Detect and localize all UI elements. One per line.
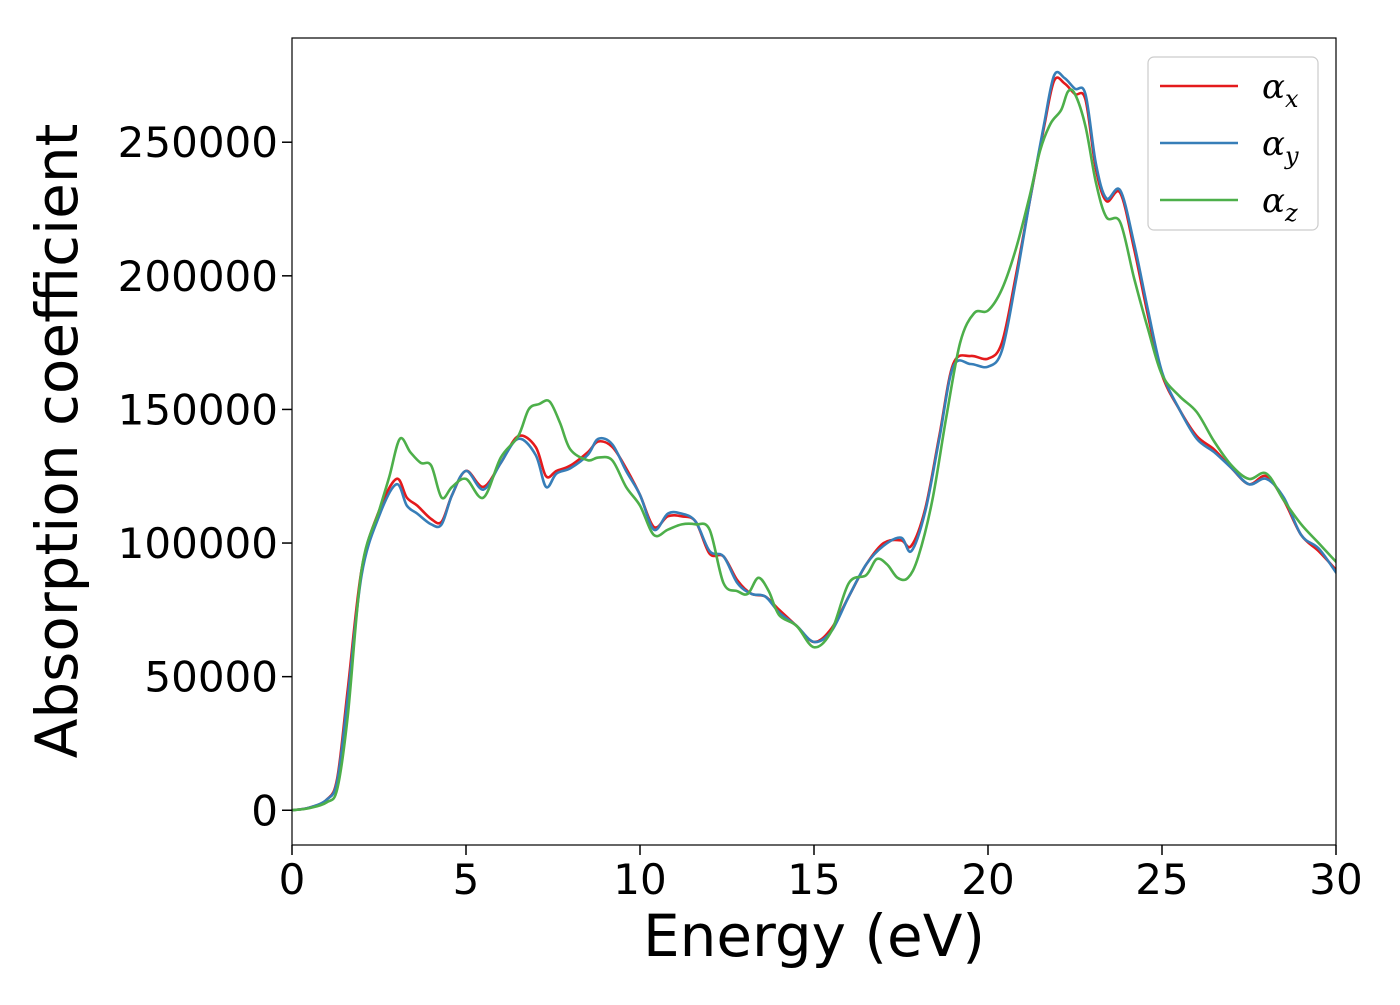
x-axis: 0 5 10 15 20 25 30 (279, 845, 1363, 904)
x-tick-label: 0 (279, 855, 306, 904)
y-tick-label: 250000 (118, 118, 278, 167)
legend-label-z: αz (1262, 181, 1298, 227)
x-tick-label: 30 (1309, 855, 1362, 904)
y-tick-label: 200000 (118, 252, 278, 301)
y-axis: 0 50000 100000 150000 200000 250000 (118, 118, 292, 835)
legend-subscript: y (1284, 142, 1299, 170)
x-tick-label: 20 (961, 855, 1014, 904)
x-axis-title: Energy (eV) (643, 902, 985, 970)
legend-subscript: z (1284, 199, 1298, 227)
legend-label-x: αx (1262, 67, 1299, 113)
legend-label-y: αy (1262, 124, 1299, 170)
x-tick-label: 25 (1135, 855, 1188, 904)
x-tick-label: 15 (787, 855, 840, 904)
y-axis-title: Absorption coefficient (23, 124, 91, 759)
legend-symbol: α (1262, 181, 1285, 221)
legend-symbol: α (1262, 124, 1285, 164)
y-tick-label: 150000 (118, 385, 278, 434)
y-tick-label: 50000 (144, 653, 278, 702)
y-tick-label: 100000 (118, 519, 278, 568)
x-tick-label: 10 (613, 855, 666, 904)
series-line-z (292, 88, 1336, 812)
x-tick-label: 5 (453, 855, 480, 904)
legend-subscript: x (1285, 85, 1299, 113)
series-layer (292, 70, 1336, 812)
legend-symbol: α (1262, 67, 1285, 107)
y-tick-label: 0 (251, 786, 278, 835)
